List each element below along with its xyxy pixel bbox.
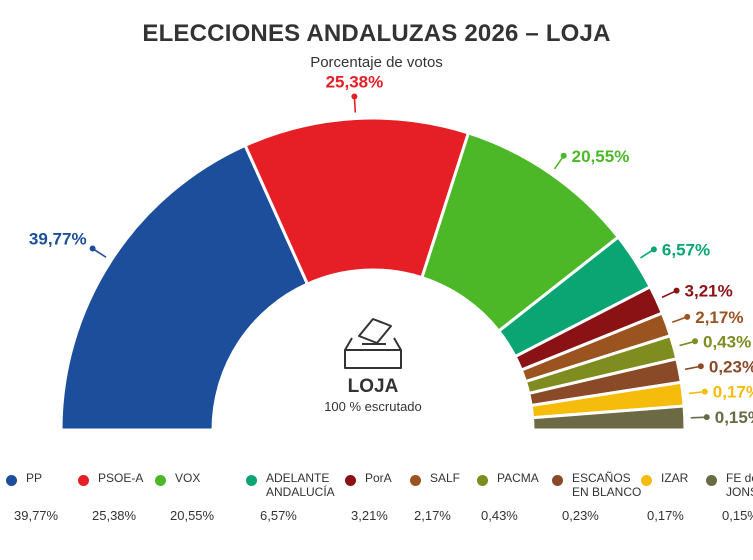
legend-value-5: 2,17% — [414, 508, 451, 523]
callout-dot-9 — [703, 414, 710, 421]
legend-label-8: IZAR — [661, 471, 689, 485]
legend-label-2: VOX — [175, 471, 201, 485]
legend-value-0: 39,77% — [14, 508, 59, 523]
chart-subtitle: Porcentaje de votos — [310, 54, 443, 71]
legend-value-1: 25,38% — [92, 508, 137, 523]
legend-value-6: 0,43% — [481, 508, 518, 523]
legend-swatch-5 — [410, 475, 421, 486]
data-label-2: 20,55% — [572, 147, 630, 166]
legend-swatch-4 — [345, 475, 356, 486]
data-label-6: 0,43% — [703, 332, 751, 351]
legend-label-7: ESCAÑOS EN BLANCO — [572, 471, 642, 499]
legend-swatch-6 — [477, 475, 488, 486]
legend-value-2: 20,55% — [170, 508, 215, 523]
legend-swatch-7 — [552, 475, 563, 486]
center-name: LOJA — [348, 376, 399, 397]
data-label-0: 39,77% — [29, 230, 87, 249]
callout-dot-6 — [692, 338, 699, 345]
ballot-box-icon — [344, 318, 402, 369]
data-label-4: 3,21% — [685, 282, 733, 301]
slice-9 — [530, 404, 687, 432]
chart-title: ELECCIONES ANDALUZAS 2026 – LOJA — [142, 20, 611, 47]
legend-value-3: 6,57% — [260, 508, 297, 523]
legend-label-1: PSOE-A — [98, 471, 144, 485]
legend-value-7: 0,23% — [562, 508, 599, 523]
legend-label-6: PACMA — [497, 471, 539, 485]
callout-dot-5 — [684, 313, 691, 320]
legend-label-5: SALF — [430, 471, 461, 485]
legend: PP 39,77% PSOE-A 25,38% VOX 20,55% ADELANTE AN… — [0, 468, 753, 560]
slice-0 — [59, 143, 310, 432]
data-label-8: 0,17% — [713, 383, 753, 402]
callout-dot-1 — [351, 93, 358, 100]
callout-dot-2 — [560, 152, 567, 159]
data-label-5: 2,17% — [695, 308, 743, 327]
data-label-7: 0,23% — [709, 357, 753, 376]
legend-label-3: ADELANTE ANDALUCÍA — [266, 471, 335, 499]
legend-value-4: 3,21% — [351, 508, 388, 523]
callout-dot-0 — [89, 245, 96, 252]
legend-swatch-2 — [155, 475, 166, 486]
callout-dot-7 — [697, 363, 704, 370]
legend-swatch-9 — [706, 475, 717, 486]
legend-label-4: PorA — [365, 471, 392, 485]
callout-dot-4 — [673, 287, 680, 294]
data-label-3: 6,57% — [662, 240, 710, 259]
data-label-9: 0,15% — [715, 408, 753, 427]
legend-swatch-1 — [78, 475, 89, 486]
callout-dot-8 — [701, 388, 708, 395]
legend-swatch-8 — [641, 475, 652, 486]
center-status: 100 % escrutado — [324, 399, 422, 414]
legend-swatch-3 — [246, 475, 257, 486]
callout-dot-3 — [650, 246, 657, 253]
legend-label-9: FE de JONS — [726, 471, 753, 499]
legend-label-0: PP — [26, 471, 43, 485]
legend-value-9: 0,15% — [722, 508, 753, 523]
legend-swatch-0 — [6, 475, 17, 486]
data-label-1: 25,38% — [326, 73, 384, 92]
legend-value-8: 0,17% — [647, 508, 684, 523]
